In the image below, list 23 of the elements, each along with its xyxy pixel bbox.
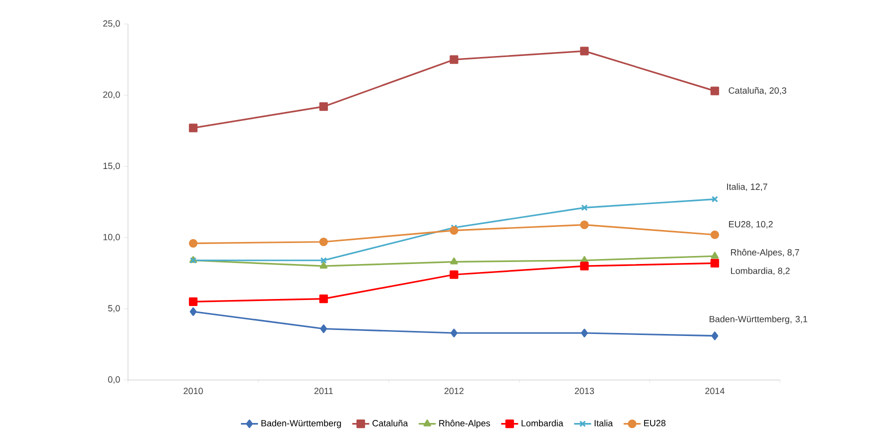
legend-label: Italia: [594, 420, 613, 426]
y-tick-label: 20,0: [103, 91, 120, 99]
y-tick-label: 10,0: [103, 234, 120, 242]
y-tick-label: 15,0: [103, 162, 120, 170]
annotation: Lombardia, 8,2: [731, 267, 790, 276]
annotation: Cataluña, 20,3: [728, 87, 786, 95]
legend-label: EU28: [644, 420, 666, 426]
legend-label: Cataluña: [372, 420, 408, 426]
y-tick-label: 0,0: [108, 376, 120, 384]
annotation: Italia, 12,7: [727, 183, 768, 191]
x-tick-label: 2012: [444, 388, 464, 394]
annotation: Baden-Württemberg, 3,1: [710, 316, 808, 324]
y-tick-label: 25,0: [103, 20, 120, 28]
x-tick-label: 2010: [184, 388, 203, 394]
x-tick-label: 2011: [314, 388, 333, 394]
y-tick-label: 5,0: [108, 305, 120, 312]
legend-label: Lombardia: [522, 420, 564, 426]
annotation: EU28, 10,2: [729, 221, 773, 228]
legend-label: Baden-Württemberg: [261, 420, 341, 428]
annotation: Rhône-Alpes, 8,7: [731, 248, 800, 258]
legend-label: Rhône-Alpes: [439, 420, 490, 428]
x-tick-label: 2014: [705, 388, 725, 394]
x-tick-label: 2013: [574, 388, 594, 394]
